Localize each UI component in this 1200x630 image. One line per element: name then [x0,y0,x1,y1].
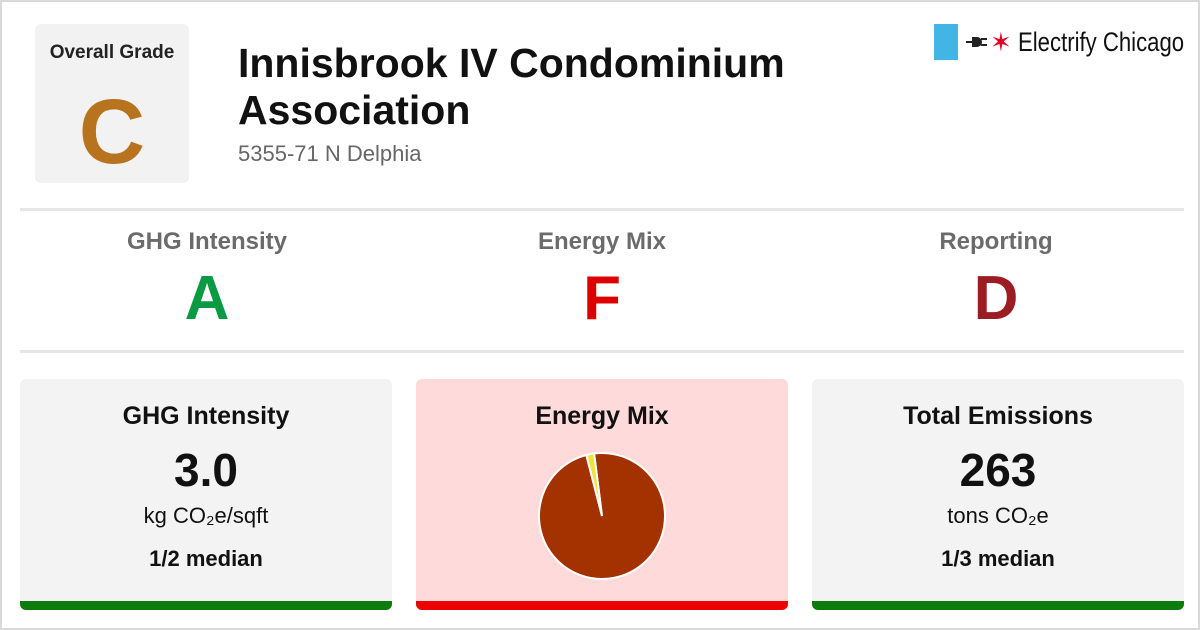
subgrade-label: Energy Mix [537,228,667,255]
building-address: 5355-71 N Delphia [238,141,422,166]
building-name: Innisbrook IV Condominium Association [238,40,785,133]
card-title: Energy Mix [535,402,669,430]
divider-middle [20,350,1184,353]
card-status-bar [416,601,788,610]
chicago-star-icon: ✶ [990,27,1012,57]
energy-mix-pie [536,450,668,582]
card-total-emissions: Total Emissions 263 tons CO₂e 1/3 median [812,379,1184,610]
card-energy-mix: Energy Mix [416,379,788,610]
divider-top [20,208,1184,211]
subgrade-letter: D [973,264,1019,333]
subgrade-ghg-intensity: GHG Intensity A [10,228,404,330]
subgrade-reporting: Reporting D [799,228,1193,330]
brand-name: Electrify Chicago [1017,26,1184,57]
card-title: GHG Intensity [122,402,290,430]
brand-logo: ✶ Electrify Chicago [934,24,1200,60]
energy-mix-pie-chart [538,452,666,580]
plug-icon [966,37,987,47]
overall-grade-letter: C [78,81,146,183]
card-median: 1/3 median [941,546,1055,571]
card-value: 3.0 [174,444,238,496]
card-status-bar [20,601,392,610]
overall-grade-box: Overall Grade C [35,24,189,183]
card-median: 1/2 median [149,546,263,571]
subgrade-letter: A [184,264,230,333]
subgrade-energy-mix: Energy Mix F [405,228,799,330]
subgrade-letter: F [583,264,621,333]
subgrade-label: GHG Intensity [126,228,288,255]
card-unit: tons CO₂e [947,503,1049,528]
pie-slice-1 [585,452,603,517]
overall-grade-label: Overall Grade [49,42,175,63]
card-title: Total Emissions [903,402,1093,430]
card-ghg-intensity: GHG Intensity 3.0 kg CO₂e/sqft 1/2 media… [20,379,392,610]
card-status-bar [812,601,1184,610]
card-unit: kg CO₂e/sqft [143,503,269,528]
chicago-flag-bar [934,24,958,60]
subgrade-label: Reporting [939,228,1053,255]
card-value: 263 [959,444,1037,496]
